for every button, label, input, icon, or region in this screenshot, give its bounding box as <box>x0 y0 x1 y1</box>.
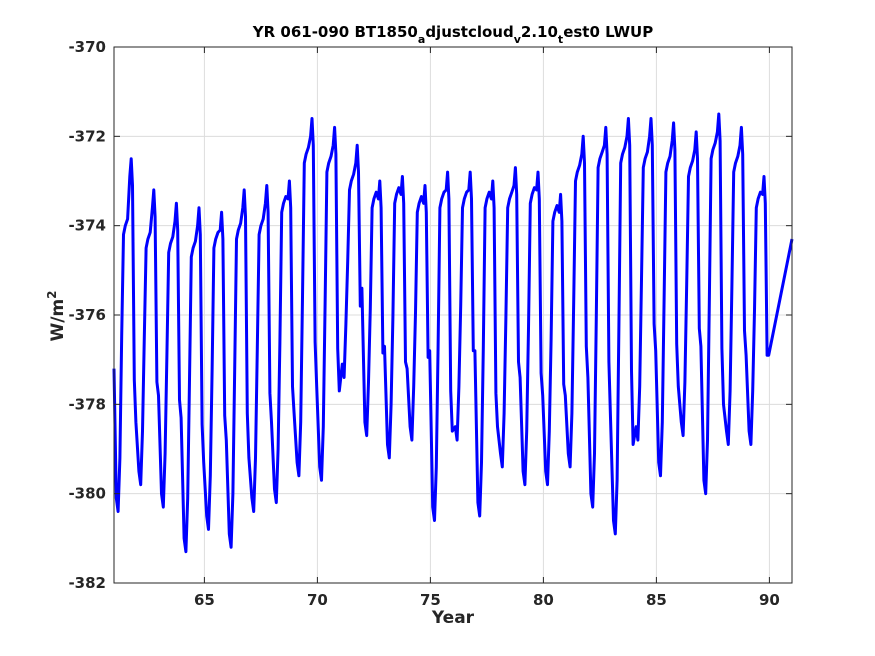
series-line <box>112 112 794 554</box>
title-part: djustcloud <box>425 23 513 41</box>
y-tick-label: -380 <box>68 485 106 503</box>
series-layer <box>112 112 794 554</box>
y-axis-label: W/m2 <box>45 290 68 341</box>
y-tick-label: -372 <box>68 127 106 145</box>
x-tick-label: 80 <box>533 591 554 609</box>
y-tick-label: -374 <box>68 217 106 235</box>
y-tick-label: -382 <box>68 574 106 592</box>
y-tick-label: -370 <box>68 38 106 56</box>
x-tick-label: 90 <box>759 591 780 609</box>
chart-title: YR 061-090 BT1850adjustcloudv2.10test0 L… <box>252 23 653 46</box>
title-subscript: a <box>418 33 425 46</box>
title-subscript: t <box>558 33 563 46</box>
x-tick-labels: 65 70 75 80 85 90 <box>194 591 780 609</box>
title-part: est0 LWUP <box>563 23 653 41</box>
x-tick-label: 75 <box>420 591 441 609</box>
y-axis-label-base: W/m <box>48 299 68 342</box>
y-tick-label: -378 <box>68 395 106 413</box>
title-part: 2.10 <box>521 23 558 41</box>
x-axis-label: Year <box>431 608 475 628</box>
y-axis-label-superscript: 2 <box>45 290 59 298</box>
tick-marks <box>114 46 792 584</box>
y-tick-label: -376 <box>68 306 106 324</box>
x-tick-label: 85 <box>646 591 667 609</box>
title-subscript: v <box>514 33 522 46</box>
x-tick-label: 70 <box>307 591 328 609</box>
title-part: YR 061-090 BT1850 <box>252 23 418 41</box>
y-tick-labels: -382 -380 -378 -376 -374 -372 -370 <box>68 38 106 592</box>
x-tick-label: 65 <box>194 591 215 609</box>
